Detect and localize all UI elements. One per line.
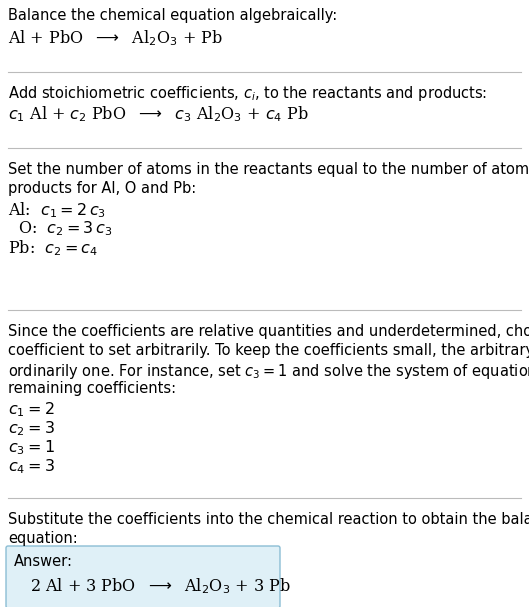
Text: $c_2 = 3$: $c_2 = 3$	[8, 419, 55, 438]
Text: Al:  $c_1 = 2\,c_3$: Al: $c_1 = 2\,c_3$	[8, 200, 106, 220]
Text: $c_4 = 3$: $c_4 = 3$	[8, 457, 55, 476]
Text: $c_1$ Al + $c_2$ PbO  $\longrightarrow$  $c_3$ Al$_2$O$_3$ + $c_4$ Pb: $c_1$ Al + $c_2$ PbO $\longrightarrow$ $…	[8, 104, 309, 124]
Text: Since the coefficients are relative quantities and underdetermined, choose a: Since the coefficients are relative quan…	[8, 324, 529, 339]
Text: O:  $c_2 = 3\,c_3$: O: $c_2 = 3\,c_3$	[8, 219, 113, 238]
Text: $c_3 = 1$: $c_3 = 1$	[8, 438, 55, 456]
Text: $c_1 = 2$: $c_1 = 2$	[8, 400, 54, 419]
FancyBboxPatch shape	[6, 546, 280, 607]
Text: Add stoichiometric coefficients, $c_i$, to the reactants and products:: Add stoichiometric coefficients, $c_i$, …	[8, 84, 487, 103]
Text: Balance the chemical equation algebraically:: Balance the chemical equation algebraica…	[8, 8, 338, 23]
Text: remaining coefficients:: remaining coefficients:	[8, 381, 176, 396]
Text: Answer:: Answer:	[14, 554, 73, 569]
Text: ordinarily one. For instance, set $c_3 = 1$ and solve the system of equations fo: ordinarily one. For instance, set $c_3 =…	[8, 362, 529, 381]
Text: products for Al, O and Pb:: products for Al, O and Pb:	[8, 181, 196, 196]
Text: coefficient to set arbitrarily. To keep the coefficients small, the arbitrary va: coefficient to set arbitrarily. To keep …	[8, 343, 529, 358]
Text: Substitute the coefficients into the chemical reaction to obtain the balanced: Substitute the coefficients into the che…	[8, 512, 529, 527]
Text: 2 Al + 3 PbO  $\longrightarrow$  Al$_2$O$_3$ + 3 Pb: 2 Al + 3 PbO $\longrightarrow$ Al$_2$O$_…	[30, 576, 291, 595]
Text: equation:: equation:	[8, 531, 78, 546]
Text: Al + PbO  $\longrightarrow$  Al$_2$O$_3$ + Pb: Al + PbO $\longrightarrow$ Al$_2$O$_3$ +…	[8, 28, 223, 48]
Text: Pb:  $c_2 = c_4$: Pb: $c_2 = c_4$	[8, 238, 98, 258]
Text: Set the number of atoms in the reactants equal to the number of atoms in the: Set the number of atoms in the reactants…	[8, 162, 529, 177]
